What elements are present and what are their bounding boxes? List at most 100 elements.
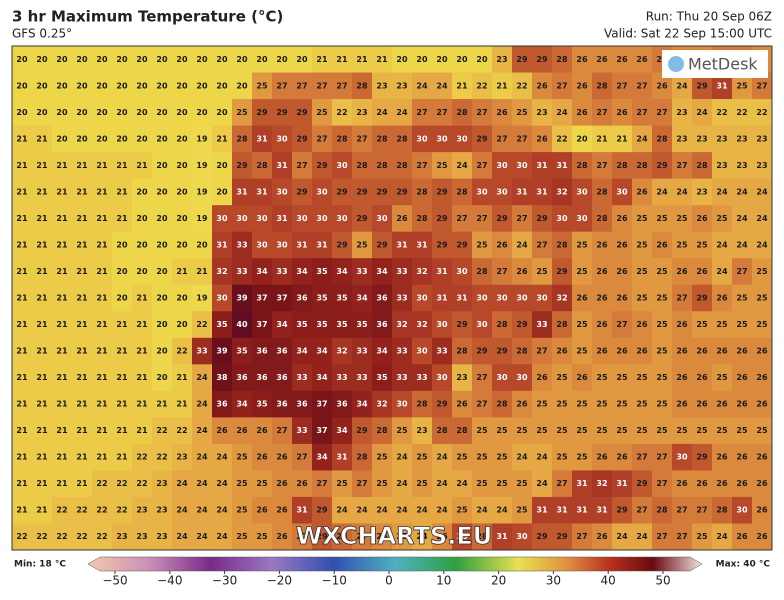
temp-cell: [512, 443, 533, 471]
temp-cell: [472, 284, 493, 312]
temp-cell: [272, 231, 293, 259]
temp-cell: [532, 311, 553, 339]
temp-cell: [52, 470, 73, 498]
temp-label: 26: [636, 187, 648, 196]
temp-label: 25: [476, 426, 488, 435]
temp-label: 29: [436, 240, 448, 249]
temp-label: 20: [116, 240, 128, 249]
temp-label: 21: [116, 214, 128, 223]
temp-label: 21: [36, 400, 48, 409]
temp-label: 20: [156, 55, 168, 64]
temp-label: 31: [436, 294, 448, 303]
temp-label: 23: [676, 108, 687, 117]
temp-label: 23: [376, 81, 387, 90]
temp-cell: [232, 178, 253, 206]
temp-label: 25: [256, 532, 268, 541]
temp-label: 20: [256, 55, 268, 64]
temp-cell: [392, 231, 413, 259]
temp-label: 28: [376, 134, 388, 143]
temp-cell: [652, 496, 673, 524]
temp-cell: [712, 337, 733, 365]
temp-cell: [292, 523, 313, 551]
temp-label: 23: [756, 161, 767, 170]
temp-label: 25: [556, 426, 568, 435]
temp-label: 20: [136, 214, 148, 223]
temp-label: 26: [596, 55, 608, 64]
temp-cell: [232, 496, 253, 524]
temp-cell: [552, 99, 573, 127]
temp-cell: [272, 311, 293, 339]
temp-cell: [52, 417, 73, 445]
temp-cell: [612, 152, 633, 180]
temp-cell: [32, 205, 53, 233]
temp-label: 26: [736, 373, 748, 382]
temp-label: 28: [456, 108, 468, 117]
temp-cell: [732, 178, 753, 206]
temp-label: 29: [536, 214, 548, 223]
temp-cell: [692, 496, 713, 524]
temp-cell: [72, 284, 93, 312]
temp-cell: [112, 231, 133, 259]
temp-cell: [592, 523, 613, 551]
temp-cell: [292, 417, 313, 445]
temp-cell: [372, 417, 393, 445]
temp-cell: [752, 99, 773, 127]
temp-label: 25: [636, 240, 648, 249]
temp-cell: [132, 231, 153, 259]
temp-label: 21: [76, 479, 88, 488]
temp-cell: [92, 443, 113, 471]
temp-label: 24: [656, 187, 668, 196]
temp-cell: [152, 523, 173, 551]
temp-label: 23: [416, 426, 427, 435]
temp-label: 26: [636, 320, 648, 329]
temp-label: 31: [256, 187, 268, 196]
temp-cell: [152, 284, 173, 312]
temp-cell: [412, 258, 433, 286]
temp-cell: [432, 231, 453, 259]
temp-cell: [672, 152, 693, 180]
temp-label: 28: [636, 161, 648, 170]
temp-cell: [112, 99, 133, 127]
temp-cell: [672, 231, 693, 259]
temp-cell: [652, 99, 673, 127]
temp-label: 20: [276, 55, 288, 64]
temp-cell: [92, 311, 113, 339]
temp-cell: [112, 496, 133, 524]
temp-cell: [652, 258, 673, 286]
temp-cell: [152, 496, 173, 524]
temp-cell: [192, 311, 213, 339]
temp-label: 30: [676, 453, 688, 462]
temp-cell: [332, 311, 353, 339]
temp-cell: [392, 337, 413, 365]
temp-cell: [112, 258, 133, 286]
temp-cell: [152, 311, 173, 339]
temp-label: 33: [296, 373, 307, 382]
temp-label: 36: [296, 400, 308, 409]
temp-cell: [532, 152, 553, 180]
temp-label: 24: [396, 108, 408, 117]
temp-cell: [592, 337, 613, 365]
temp-label: 20: [56, 81, 68, 90]
temp-label: 26: [616, 240, 628, 249]
temp-label: 22: [76, 532, 87, 541]
temp-label: 26: [456, 400, 468, 409]
temp-cell: [732, 284, 753, 312]
temp-label: 25: [736, 294, 748, 303]
temp-cell: [752, 337, 773, 365]
temp-label: 23: [136, 506, 147, 515]
temp-label: 27: [676, 161, 687, 170]
temp-label: 30: [256, 240, 268, 249]
temp-label: 24: [176, 532, 188, 541]
temp-cell: [532, 178, 553, 206]
temp-label: 25: [676, 426, 688, 435]
temp-label: 21: [16, 426, 28, 435]
temp-cell: [312, 523, 333, 551]
temp-label: 21: [56, 320, 68, 329]
temp-label: 29: [396, 187, 408, 196]
temp-cell: [312, 72, 333, 100]
temp-cell: [12, 152, 33, 180]
temp-cell: [712, 496, 733, 524]
temp-label: 27: [676, 506, 687, 515]
temp-cell: [92, 152, 113, 180]
temp-cell: [372, 523, 393, 551]
